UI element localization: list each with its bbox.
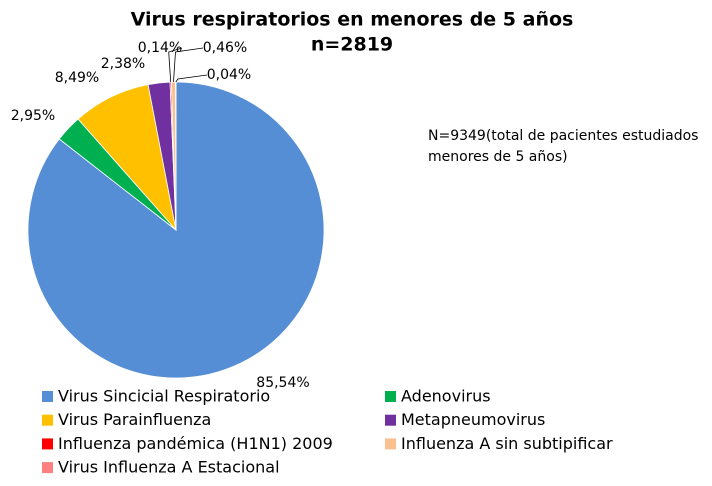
- legend-swatch: [42, 391, 53, 402]
- legend-label: Virus Parainfluenza: [58, 410, 211, 429]
- legend-swatch: [385, 414, 396, 426]
- chart-title: Virus respiratorios en menores de 5 años: [131, 9, 574, 31]
- data-label: 2,95%: [11, 108, 55, 124]
- data-label: 0,46%: [203, 40, 247, 56]
- legend-label: Influenza A sin subtipificar: [401, 434, 613, 453]
- legend-label: Influenza pandémica (H1N1) 2009: [58, 434, 333, 453]
- data-label: 0,14%: [138, 40, 182, 56]
- legend-label: Virus Sincicial Respiratorio: [58, 387, 270, 406]
- legend-label: Virus Influenza A Estacional: [58, 458, 280, 477]
- chart-subtitle: n=2819: [311, 34, 393, 56]
- data-label: 8,49%: [55, 70, 99, 86]
- leader-line: [168, 47, 183, 83]
- legend-swatch: [42, 462, 53, 474]
- legend-swatch: [385, 438, 396, 450]
- leader-line: [175, 74, 208, 83]
- data-label: 0,04%: [207, 67, 251, 83]
- leader-line: [173, 47, 204, 83]
- legend-swatch: [385, 391, 396, 402]
- data-label: 2,38%: [101, 56, 145, 72]
- data-label: 85,54%: [256, 375, 309, 391]
- legend-swatch: [42, 414, 53, 426]
- legend-label: Metapneumovirus: [401, 410, 545, 429]
- legend-swatch: [42, 438, 53, 450]
- annotation: menores de 5 años): [428, 149, 568, 165]
- annotation: N=9349(total de pacientes estudiados: [428, 128, 698, 144]
- legend-label: Adenovirus: [401, 387, 491, 406]
